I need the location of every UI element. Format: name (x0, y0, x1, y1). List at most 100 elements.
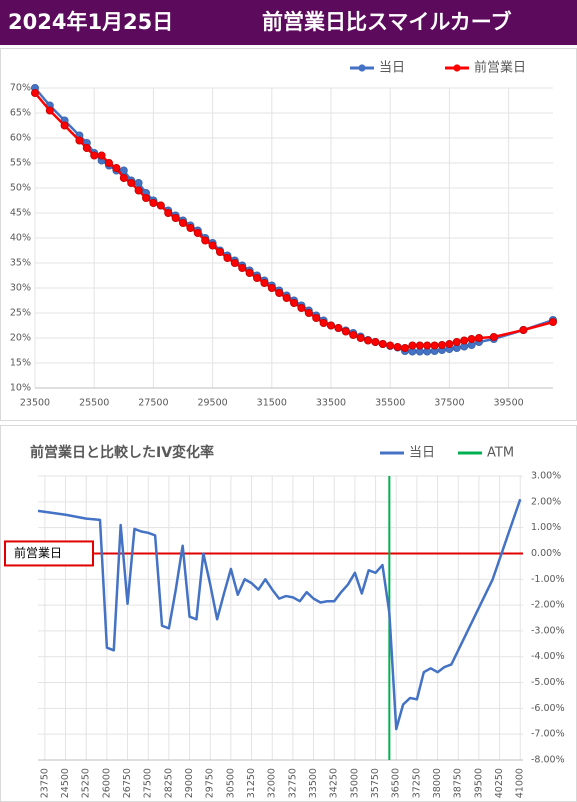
marker (186, 223, 195, 232)
marker (45, 106, 54, 115)
marker (423, 341, 432, 350)
y-tick-label: -6.00% (531, 703, 565, 714)
y-tick-label: 10% (10, 383, 31, 394)
y-tick-label: -5.00% (531, 677, 565, 688)
marker (178, 218, 187, 227)
x-tick-label: 27500 (138, 398, 168, 409)
y-tick-label: -3.00% (531, 625, 565, 636)
marker (474, 333, 483, 342)
x-tick-label: 30500 (225, 768, 236, 798)
y-tick-label: -7.00% (531, 729, 565, 740)
marker (141, 193, 150, 202)
y-tick-label: 2.00% (531, 496, 561, 507)
marker (356, 333, 365, 342)
marker (371, 337, 380, 346)
marker (230, 258, 239, 267)
x-tick-label: 36500 (391, 768, 402, 798)
y-tick-label: 40% (10, 233, 31, 244)
series-line (37, 498, 522, 731)
marker (119, 173, 128, 182)
x-tick-label: 41000 (515, 768, 526, 798)
x-tick-label: 37500 (434, 398, 464, 409)
panel (0, 48, 577, 421)
y-tick-label: 70% (10, 83, 31, 94)
y-tick-label: 3.00% (531, 471, 561, 482)
marker (460, 336, 469, 345)
x-tick-label: 25250 (81, 768, 92, 798)
header-bar (0, 0, 577, 45)
marker (408, 341, 417, 350)
y-tick-label: 15% (10, 358, 31, 369)
marker (341, 327, 350, 336)
marker (400, 343, 409, 352)
marker (378, 339, 387, 348)
marker (445, 339, 454, 348)
marker (127, 178, 136, 187)
x-tick-label: 29000 (184, 768, 195, 798)
marker (193, 228, 202, 237)
y-tick-label: -1.00% (531, 574, 565, 585)
marker (82, 143, 91, 152)
x-tick-label: 35500 (375, 398, 405, 409)
marker (171, 213, 180, 222)
marker (60, 121, 69, 130)
marker (363, 336, 372, 345)
series-line (34, 92, 554, 350)
marker (452, 337, 461, 346)
y-tick-label: 0.00% (531, 548, 561, 559)
y-tick-label: 60% (10, 133, 31, 144)
legend-marker (358, 64, 366, 72)
marker (112, 163, 121, 172)
annotation-box (4, 540, 94, 567)
marker (386, 341, 395, 350)
y-tick-label: 55% (10, 158, 31, 169)
legend-label: 当日 (409, 446, 435, 461)
y-tick-label: 20% (10, 333, 31, 344)
marker (156, 201, 165, 210)
marker (297, 303, 306, 312)
marker (201, 236, 210, 245)
x-tick-label: 23750 (39, 768, 50, 798)
marker (260, 278, 269, 287)
y-tick-label: 30% (10, 283, 31, 294)
marker (282, 293, 291, 302)
y-tick-label: 1.00% (531, 522, 561, 533)
marker (319, 318, 328, 327)
x-tick-label: 40250 (494, 768, 505, 798)
x-tick-label: 32750 (287, 768, 298, 798)
marker (75, 136, 84, 145)
marker (312, 313, 321, 322)
x-tick-label: 38000 (432, 768, 443, 798)
x-tick-label: 31250 (246, 768, 257, 798)
x-tick-label: 25500 (79, 398, 109, 409)
x-tick-label: 27500 (143, 768, 154, 798)
x-tick-label: 35000 (349, 768, 360, 798)
marker (549, 317, 558, 326)
x-tick-label: 32000 (267, 768, 278, 798)
marker (489, 332, 498, 341)
marker (437, 340, 446, 349)
y-tick-label: 35% (10, 258, 31, 269)
marker (334, 323, 343, 332)
x-tick-label: 26750 (122, 768, 133, 798)
x-tick-label: 28250 (163, 768, 174, 798)
header-date: 2024年1月25日 (8, 10, 173, 34)
marker (349, 330, 358, 339)
marker (97, 151, 106, 160)
legend-marker (453, 64, 461, 72)
marker (134, 178, 143, 187)
x-tick-label: 34250 (329, 768, 340, 798)
x-tick-label: 33500 (308, 768, 319, 798)
marker (90, 151, 99, 160)
header-title: 前営業日比スマイルカーブ (262, 10, 511, 34)
y-tick-label: -8.00% (531, 755, 565, 766)
y-tick-label: -4.00% (531, 651, 565, 662)
x-tick-label: 39500 (473, 768, 484, 798)
marker (105, 158, 114, 167)
marker (289, 298, 298, 307)
marker (215, 247, 224, 256)
x-tick-label: 29500 (197, 398, 227, 409)
marker (415, 341, 424, 350)
marker (164, 208, 173, 217)
marker (467, 334, 476, 343)
